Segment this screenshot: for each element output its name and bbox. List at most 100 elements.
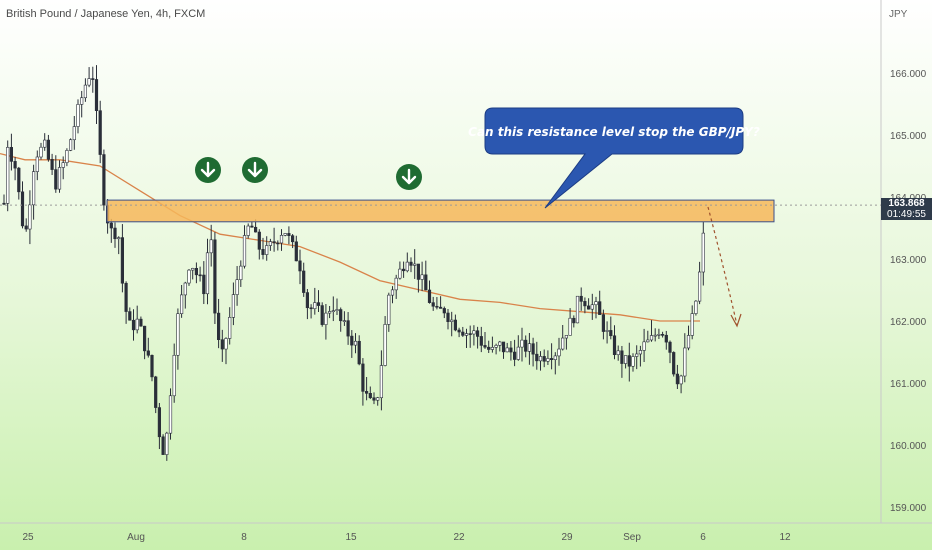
candle-body <box>531 343 535 355</box>
candle-body <box>28 204 32 230</box>
projection-path <box>707 206 738 326</box>
candle-body <box>527 343 531 352</box>
candle-body <box>368 393 372 399</box>
candle-body <box>268 241 273 246</box>
candle-body <box>690 313 694 336</box>
candle-body <box>335 309 339 312</box>
candle-body <box>213 239 217 314</box>
candle-body <box>668 341 672 353</box>
candle-body <box>564 335 568 339</box>
candle-body <box>561 337 565 350</box>
candle-body <box>124 282 128 312</box>
candle-body <box>509 347 513 353</box>
candle-body <box>324 312 328 325</box>
projection-arrow <box>707 206 742 328</box>
candle-body <box>209 239 213 254</box>
candle-body <box>183 282 187 296</box>
candle-body <box>165 432 169 455</box>
candle-body <box>146 350 150 356</box>
candle-body <box>6 147 10 204</box>
candle-body <box>376 397 380 401</box>
candle-body <box>372 397 376 401</box>
candle-body <box>54 169 58 190</box>
candle-body <box>131 319 136 331</box>
y-tick-label: 160.000 <box>890 441 927 452</box>
candle-body <box>50 159 54 170</box>
candle-body <box>302 270 306 293</box>
candle-body <box>413 263 417 266</box>
candle-body <box>161 436 165 455</box>
candle-body <box>13 161 17 169</box>
candle-body <box>701 232 705 273</box>
candle-body <box>572 317 576 324</box>
candle-body <box>331 310 335 313</box>
candle-body <box>72 126 76 141</box>
y-tick-label: 166.000 <box>890 69 927 80</box>
candle-body <box>538 356 543 362</box>
candle-body <box>549 358 554 360</box>
candle-body <box>461 331 465 336</box>
candle-body <box>601 314 605 332</box>
candle-body <box>579 295 583 302</box>
candle-body <box>239 265 243 281</box>
candle-body <box>453 319 458 331</box>
candle-body <box>9 147 14 162</box>
candle-body <box>305 292 310 309</box>
candle-body <box>638 350 642 355</box>
candle-body <box>57 167 62 190</box>
callout-text: Can this resistance level stop the GBP/J… <box>468 125 760 139</box>
countdown-value: 01:49:55 <box>887 209 926 221</box>
moving-average-line <box>0 152 700 322</box>
x-tick-label: 29 <box>561 532 573 543</box>
candle-body <box>675 373 679 385</box>
candle-body <box>91 78 95 80</box>
x-tick-label: 6 <box>700 532 706 543</box>
candle-body <box>250 225 254 228</box>
candle-body <box>553 355 557 360</box>
down-arrow-icon <box>195 157 221 183</box>
candle-body <box>205 252 210 295</box>
candle-body <box>383 324 387 366</box>
candle-body <box>39 146 43 158</box>
candle-body <box>80 97 84 105</box>
candle-body <box>631 356 635 367</box>
moving-average-layer <box>0 152 700 322</box>
candle-body <box>427 289 432 303</box>
projection-arrowhead <box>730 313 742 328</box>
candle-body <box>290 235 295 243</box>
candle-body <box>342 320 347 322</box>
candle-body <box>501 341 506 353</box>
candle-body <box>194 268 199 276</box>
candle-body <box>546 358 550 362</box>
candle-body <box>664 334 668 343</box>
candle-body <box>598 301 602 315</box>
candles-layer <box>2 65 705 461</box>
candle-body <box>683 347 687 377</box>
candle-body <box>94 79 99 111</box>
candle-body <box>623 355 628 364</box>
candle-body <box>46 139 50 160</box>
candle-body <box>187 269 191 284</box>
candle-body <box>605 330 609 332</box>
candle-body <box>272 241 276 244</box>
y-tick-label: 159.000 <box>890 503 927 514</box>
candle-body <box>176 313 180 356</box>
y-tick-label: 163.000 <box>890 255 927 266</box>
candle-body <box>43 139 47 148</box>
y-tick-label: 165.000 <box>890 131 927 142</box>
candle-body <box>128 311 132 321</box>
candle-body <box>468 333 472 335</box>
candle-body <box>180 294 184 314</box>
candle-body <box>364 391 369 394</box>
candle-body <box>294 241 298 262</box>
candle-body <box>479 336 483 346</box>
candle-body <box>435 305 439 308</box>
candle-body <box>697 271 702 302</box>
candle-body <box>590 304 594 310</box>
candle-body <box>646 339 650 343</box>
candle-body <box>679 375 683 385</box>
candle-body <box>235 279 239 295</box>
